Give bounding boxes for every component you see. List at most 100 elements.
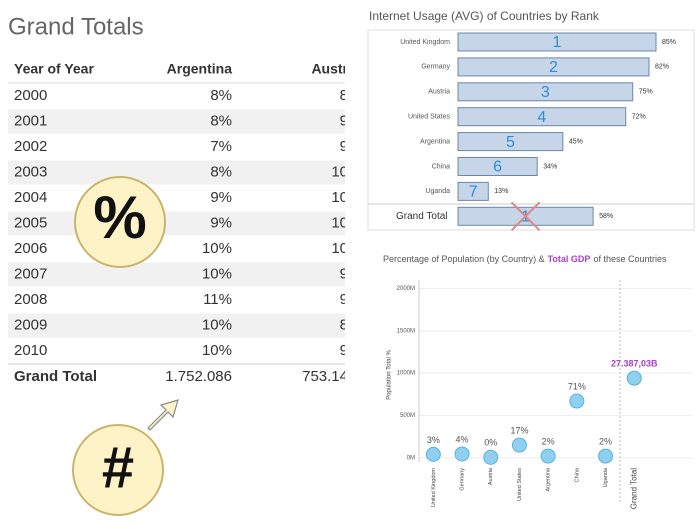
table-cell: 8% bbox=[210, 163, 232, 180]
bar bbox=[457, 57, 650, 77]
table-cell: 9 bbox=[340, 265, 348, 282]
category-label: Uganda bbox=[425, 188, 450, 195]
chart-title: Internet Usage (AVG) of Countries by Ran… bbox=[369, 9, 600, 23]
rank-label: 7 bbox=[469, 184, 478, 201]
point-label: 27.387,03B bbox=[611, 359, 658, 369]
table-cell: 2008 bbox=[14, 291, 47, 308]
point bbox=[540, 448, 556, 464]
column-header: Year of Year bbox=[14, 61, 94, 77]
table-cell: 11% bbox=[203, 291, 232, 308]
point-label: 2% bbox=[542, 436, 555, 446]
y-tick-label: 0M bbox=[407, 455, 415, 461]
point bbox=[569, 393, 585, 409]
hash-symbol: # bbox=[102, 435, 134, 500]
x-tick-label: United States bbox=[517, 468, 523, 501]
point bbox=[511, 437, 527, 453]
x-tick-label: Uganda bbox=[603, 467, 609, 487]
table-cell: 8% bbox=[210, 112, 232, 129]
rank-label: 4 bbox=[537, 109, 546, 126]
cross-out bbox=[510, 201, 541, 232]
chart-title: Percentage of Population (by Country) & T… bbox=[383, 254, 667, 264]
title-part: Percentage of Population (by Country) & bbox=[383, 254, 545, 264]
percent-badge bbox=[74, 176, 166, 268]
point-label: 0% bbox=[484, 438, 497, 448]
rank-label: 3 bbox=[541, 84, 550, 101]
table-cell: 2006 bbox=[14, 240, 47, 257]
table-cell: 8 bbox=[340, 316, 348, 333]
x-tick-label: Argentina bbox=[546, 467, 552, 491]
table-cell: 9 bbox=[340, 342, 348, 359]
row-band bbox=[8, 211, 345, 236]
row-band bbox=[8, 160, 345, 185]
x-tick-label: Grand Total bbox=[629, 468, 638, 509]
value-label: 34% bbox=[543, 163, 557, 170]
category-label: China bbox=[432, 163, 450, 170]
table-cell: 2002 bbox=[14, 138, 47, 155]
point-label: 17% bbox=[510, 425, 528, 435]
value-label: 85% bbox=[662, 39, 676, 46]
x-tick-label: Germany bbox=[460, 468, 466, 491]
x-tick-label: China bbox=[574, 467, 580, 482]
total-cell: 753.14 bbox=[302, 368, 348, 385]
table-cell: 10 bbox=[331, 240, 348, 257]
rank-label: 1 bbox=[553, 34, 562, 51]
category-label: Austria bbox=[428, 89, 450, 96]
title-part: of these Countries bbox=[593, 254, 667, 264]
row-band bbox=[8, 313, 345, 338]
category-label: Grand Total bbox=[396, 211, 448, 222]
table-cell: 2000 bbox=[14, 87, 47, 104]
point bbox=[626, 370, 642, 386]
bar bbox=[457, 107, 627, 127]
table-cell: 2001 bbox=[14, 112, 47, 129]
rank-label: 6 bbox=[493, 159, 502, 176]
table-title: Grand Totals bbox=[8, 13, 144, 40]
bar bbox=[457, 157, 538, 176]
bar bbox=[457, 82, 634, 102]
x-tick-label: Austria bbox=[488, 467, 494, 485]
row-band bbox=[8, 262, 345, 287]
table-cell: 7% bbox=[210, 138, 232, 155]
table-cell: 10 bbox=[331, 163, 348, 180]
value-label: 72% bbox=[632, 114, 646, 121]
bar bbox=[457, 181, 489, 201]
table-cell: 10 bbox=[331, 189, 348, 206]
y-axis-label: Population Total % bbox=[387, 350, 393, 400]
row-band bbox=[8, 109, 345, 134]
y-tick-label: 1500M bbox=[397, 328, 415, 334]
bar bbox=[457, 132, 564, 152]
table-cell: 2004 bbox=[14, 189, 47, 206]
hash-badge bbox=[72, 424, 164, 516]
table-clip: Year of Year Argentina Austr 2000 8% 8 2001 8% 9… bbox=[8, 61, 348, 385]
table-cell: 9% bbox=[210, 214, 232, 231]
y-tick-label: 2000M bbox=[397, 286, 415, 292]
point bbox=[454, 446, 470, 462]
value-label: 75% bbox=[639, 89, 653, 96]
total-cell: 1.752.086 bbox=[165, 368, 232, 385]
bar bbox=[457, 32, 657, 52]
table-cell: 9 bbox=[340, 138, 348, 155]
table-cell: 2003 bbox=[14, 163, 47, 180]
table-cell: 2007 bbox=[14, 265, 47, 282]
value-label: 82% bbox=[655, 64, 669, 71]
chart-panel bbox=[367, 29, 695, 231]
y-tick-label: 1000M bbox=[397, 371, 415, 377]
table-cell: 9% bbox=[210, 189, 232, 206]
table-cell: 9 bbox=[340, 291, 348, 308]
value-label: 45% bbox=[569, 138, 583, 145]
title-highlight: Total GDP bbox=[548, 254, 591, 264]
table-cell: 8% bbox=[210, 87, 232, 104]
point-label: 71% bbox=[568, 381, 586, 391]
percent-symbol: % bbox=[93, 184, 146, 251]
table-cell: 10% bbox=[202, 240, 232, 257]
table-cell: 2005 bbox=[14, 214, 47, 231]
table-cell: 9 bbox=[340, 112, 348, 129]
category-label: Germany bbox=[421, 64, 450, 71]
point-label: 3% bbox=[427, 435, 440, 445]
rank-label: 5 bbox=[506, 134, 515, 151]
table-cell: 8 bbox=[340, 87, 348, 104]
table-cell: 10% bbox=[202, 342, 232, 359]
rank-label: 2 bbox=[549, 59, 558, 76]
point-label: 2% bbox=[599, 436, 612, 446]
table-cell: 10% bbox=[202, 316, 232, 333]
point bbox=[598, 448, 614, 464]
